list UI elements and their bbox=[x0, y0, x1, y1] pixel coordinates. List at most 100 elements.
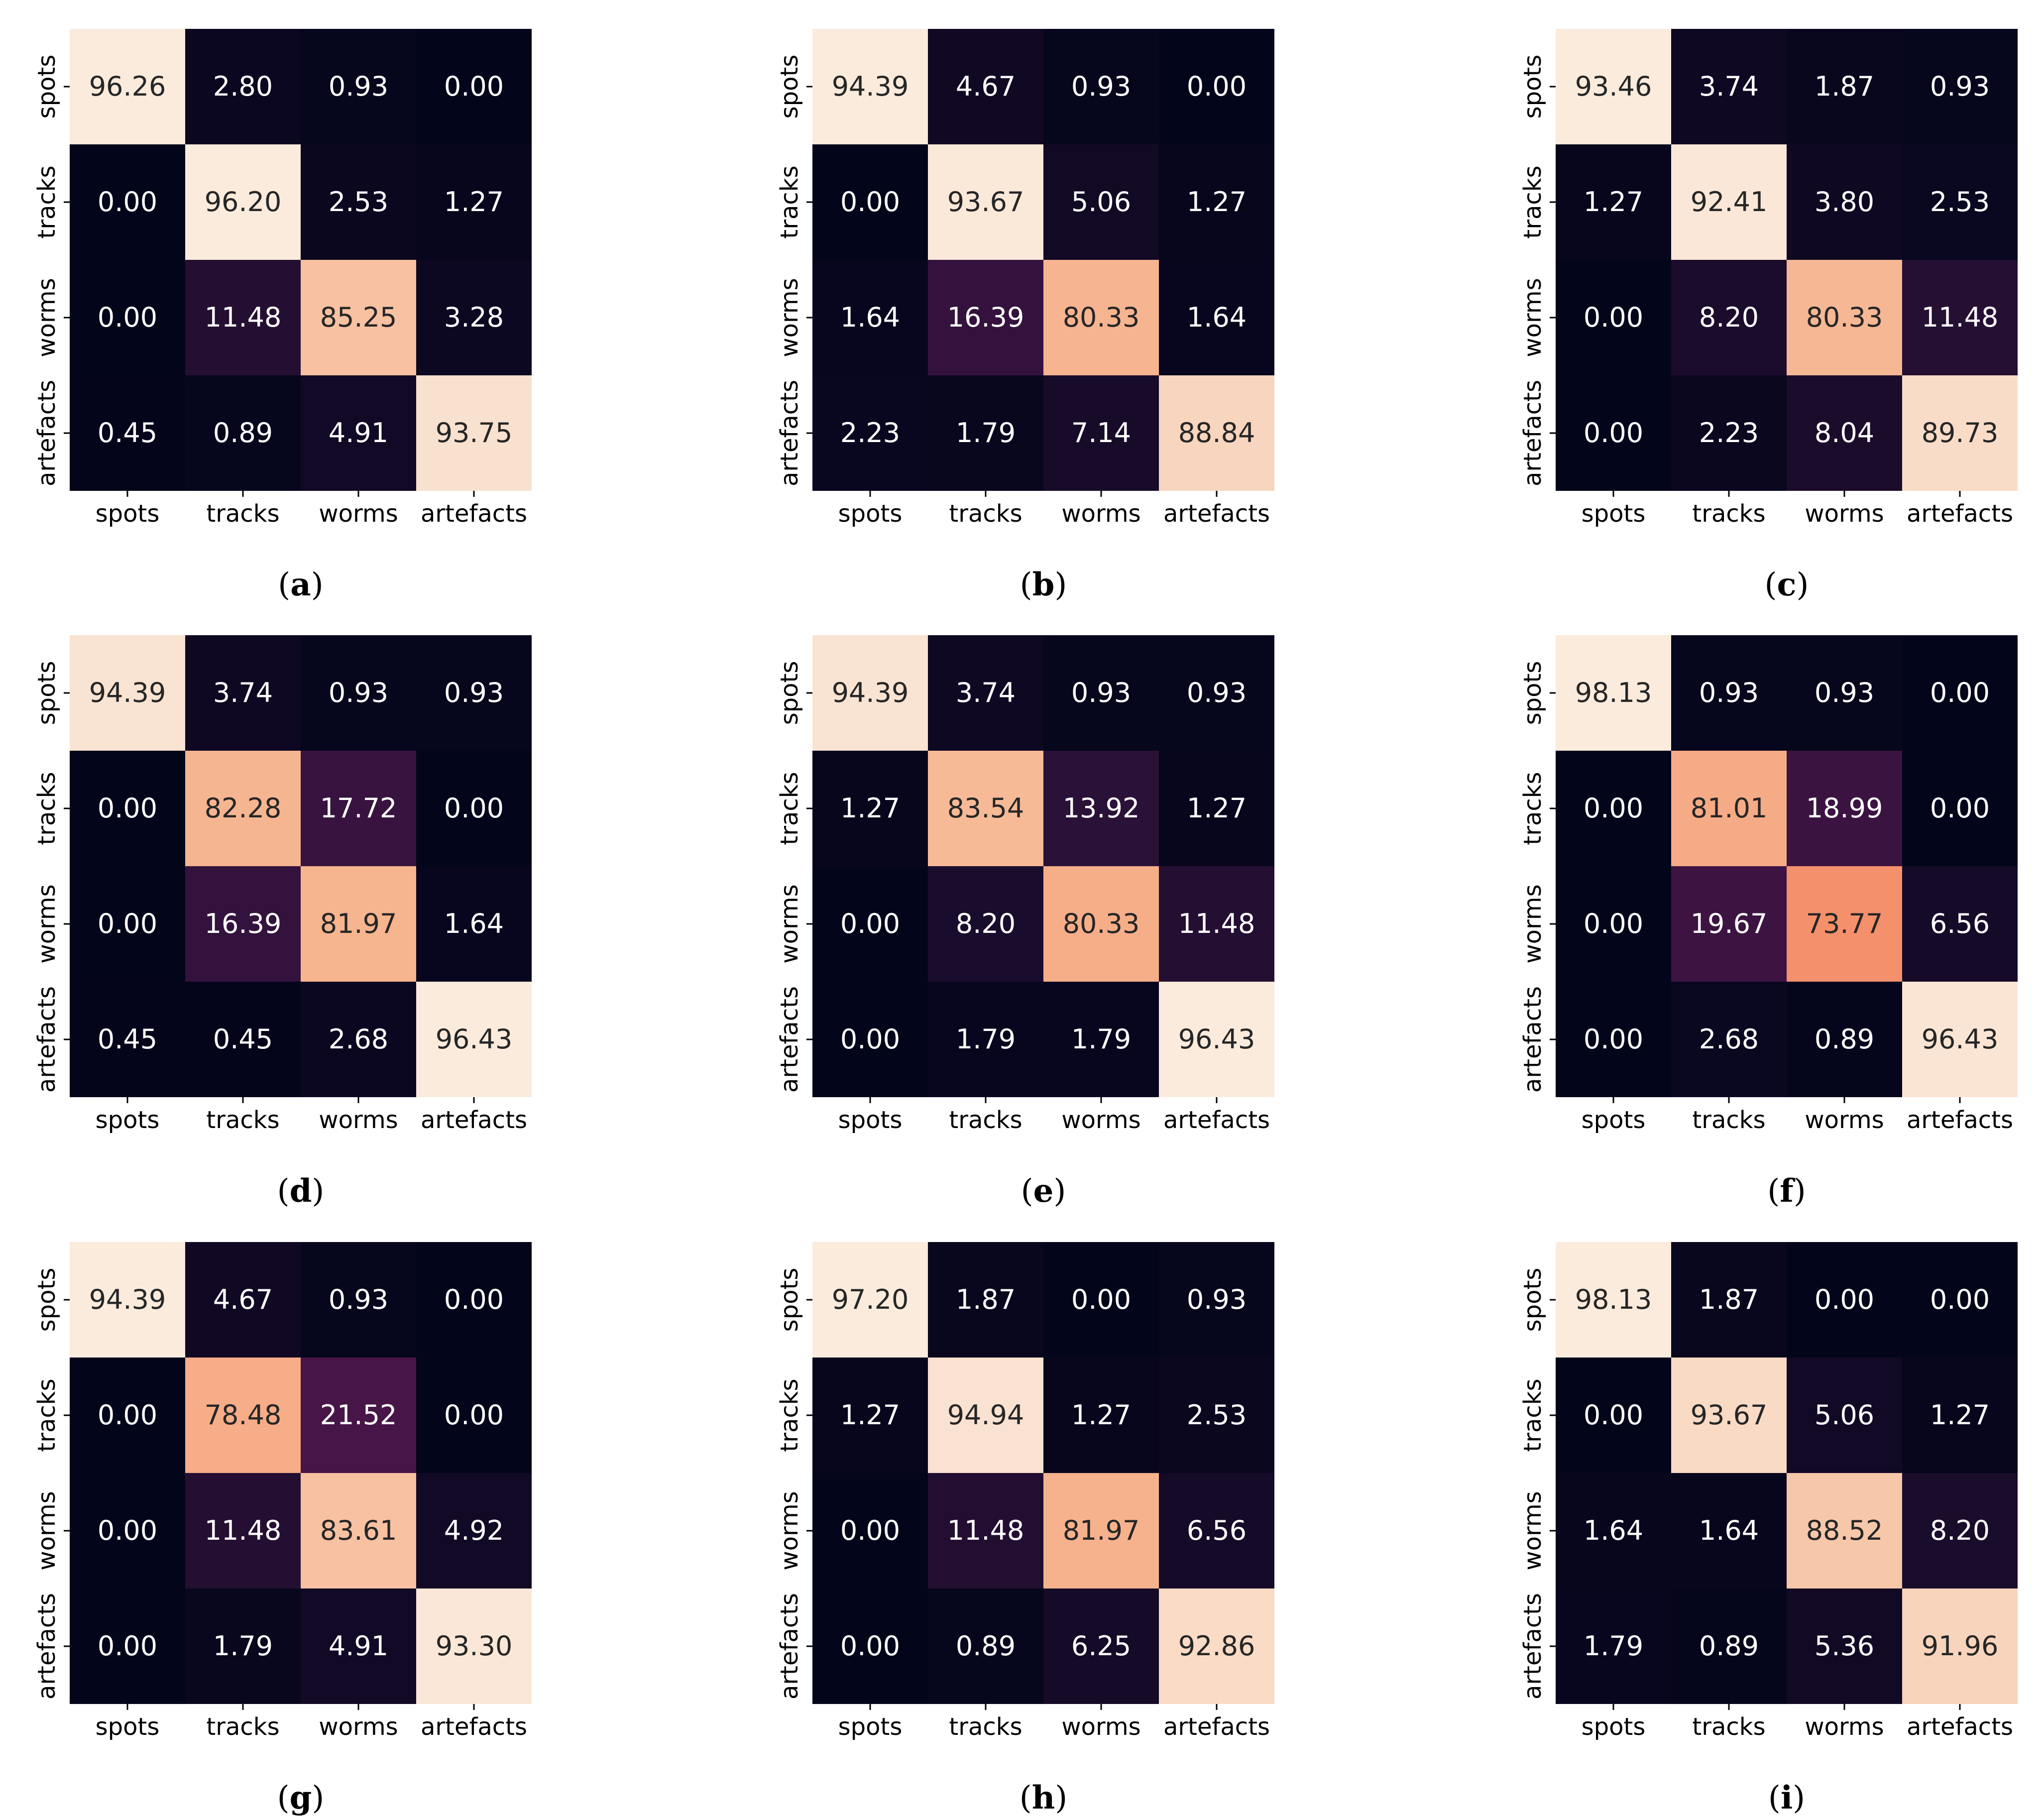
heatmap-cell-g-r2c3 bbox=[416, 1473, 532, 1589]
panel-caption: (f) bbox=[1767, 1172, 1806, 1210]
cell-value-label: 4.67 bbox=[956, 71, 1016, 102]
cell-value-label: 2.23 bbox=[1699, 417, 1759, 449]
cell-value-label: 17.72 bbox=[320, 793, 397, 824]
cell-value-label: 21.52 bbox=[320, 1399, 397, 1431]
heatmap-cell-a-r2c3 bbox=[416, 260, 532, 375]
y-tick-label: artefacts bbox=[33, 986, 61, 1093]
heatmap-cell-g-r0c2 bbox=[301, 1242, 416, 1358]
heatmap-cell-a-r1c0 bbox=[70, 144, 185, 260]
heatmap-cell-f-r3c2 bbox=[1787, 982, 1902, 1097]
cell-value-label: 16.39 bbox=[205, 908, 282, 939]
y-tick-label: spots bbox=[33, 661, 61, 725]
heatmap-cell-f-r1c0 bbox=[1556, 751, 1671, 866]
cell-value-label: 1.27 bbox=[840, 793, 900, 824]
heatmap-cell-h-r1c3 bbox=[1159, 1358, 1274, 1473]
heatmap-cell-b-r1c0 bbox=[812, 144, 928, 260]
cell-value-label: 94.39 bbox=[832, 677, 909, 708]
heatmap-cell-h-r0c2 bbox=[1043, 1242, 1159, 1358]
heatmap-cell-d-r1c1 bbox=[185, 751, 301, 866]
heatmap-cell-h-r3c1 bbox=[928, 1589, 1043, 1704]
cell-value-label: 0.00 bbox=[444, 1399, 504, 1431]
y-tick-label: artefacts bbox=[776, 986, 803, 1093]
heatmap-cell-g-r3c3 bbox=[416, 1589, 532, 1704]
x-tick-label: artefacts bbox=[421, 500, 527, 528]
heatmap-cell-g-r0c0 bbox=[70, 1242, 185, 1358]
heatmap-cell-f-r0c0 bbox=[1556, 635, 1671, 751]
cell-value-label: 4.91 bbox=[329, 1630, 388, 1662]
heatmap-cell-d-r0c0 bbox=[70, 635, 185, 751]
heatmap-cell-d-r0c2 bbox=[301, 635, 416, 751]
x-tick-label: worms bbox=[319, 1713, 398, 1741]
cell-value-label: 0.00 bbox=[444, 793, 504, 824]
heatmap-cell-a-r0c1 bbox=[185, 29, 301, 144]
y-tick-label: worms bbox=[1519, 1491, 1547, 1570]
cell-value-label: 1.27 bbox=[444, 186, 504, 218]
heatmap-cell-c-r1c2 bbox=[1787, 144, 1902, 260]
x-tick-label: worms bbox=[1805, 1713, 1884, 1741]
y-tick-label: artefacts bbox=[1519, 1593, 1547, 1700]
heatmap-cell-i-r3c2 bbox=[1787, 1589, 1902, 1704]
y-tick-label: worms bbox=[1519, 884, 1547, 963]
heatmap-cell-i-r2c0 bbox=[1556, 1473, 1671, 1589]
heatmap-cell-c-r3c2 bbox=[1787, 375, 1902, 491]
cell-value-label: 81.01 bbox=[1691, 793, 1768, 824]
cell-value-label: 80.33 bbox=[1063, 302, 1140, 333]
heatmap-cell-g-r1c0 bbox=[70, 1358, 185, 1473]
heatmap-cell-i-r0c1 bbox=[1671, 1242, 1787, 1358]
cell-value-label: 1.27 bbox=[840, 1399, 900, 1431]
y-tick-label: tracks bbox=[776, 165, 803, 238]
heatmap-cell-g-r3c2 bbox=[301, 1589, 416, 1704]
cell-value-label: 93.30 bbox=[436, 1630, 513, 1662]
y-tick-label: tracks bbox=[776, 1378, 803, 1452]
y-tick-label: tracks bbox=[33, 772, 61, 845]
cell-value-label: 1.27 bbox=[1187, 186, 1247, 218]
heatmap-cell-c-r2c0 bbox=[1556, 260, 1671, 375]
cell-value-label: 7.14 bbox=[1071, 417, 1131, 449]
x-tick-label: artefacts bbox=[421, 1106, 527, 1134]
cell-value-label: 0.00 bbox=[444, 1284, 504, 1315]
cell-value-label: 11.48 bbox=[205, 302, 282, 333]
x-tick-label: worms bbox=[1061, 1713, 1140, 1741]
y-tick-label: tracks bbox=[33, 1378, 61, 1452]
heatmap-cell-h-r3c0 bbox=[812, 1589, 928, 1704]
y-tick-label: spots bbox=[1519, 661, 1547, 725]
cell-value-label: 5.36 bbox=[1815, 1630, 1874, 1662]
cell-value-label: 92.86 bbox=[1178, 1630, 1255, 1662]
heatmap-cell-i-r1c0 bbox=[1556, 1358, 1671, 1473]
heatmap-cell-e-r3c3 bbox=[1159, 982, 1274, 1097]
heatmap-cell-h-r3c3 bbox=[1159, 1589, 1274, 1704]
cell-value-label: 0.93 bbox=[1930, 71, 1990, 102]
cell-value-label: 97.20 bbox=[832, 1284, 909, 1315]
heatmap-cell-i-r3c1 bbox=[1671, 1589, 1787, 1704]
y-tick-label: artefacts bbox=[776, 1593, 803, 1700]
cell-value-label: 73.77 bbox=[1806, 908, 1883, 939]
cell-value-label: 4.92 bbox=[444, 1515, 504, 1546]
heatmap-cell-h-r1c1 bbox=[928, 1358, 1043, 1473]
heatmap-cell-d-r3c2 bbox=[301, 982, 416, 1097]
cell-value-label: 5.06 bbox=[1815, 1399, 1874, 1431]
x-tick-label: tracks bbox=[206, 500, 279, 528]
heatmap-cell-b-r2c0 bbox=[812, 260, 928, 375]
cell-value-label: 0.89 bbox=[1699, 1630, 1759, 1662]
heatmap-cell-e-r1c1 bbox=[928, 751, 1043, 866]
cell-value-label: 82.28 bbox=[205, 793, 282, 824]
cell-value-label: 3.74 bbox=[956, 677, 1016, 708]
cell-value-label: 0.00 bbox=[98, 908, 157, 939]
heatmap-cell-b-r3c0 bbox=[812, 375, 928, 491]
cell-value-label: 0.00 bbox=[1584, 908, 1643, 939]
heatmap-cell-i-r2c1 bbox=[1671, 1473, 1787, 1589]
x-tick-label: artefacts bbox=[1907, 1713, 2013, 1741]
cell-value-label: 96.20 bbox=[205, 186, 282, 218]
x-tick-label: worms bbox=[1061, 1106, 1140, 1134]
y-tick-label: tracks bbox=[1519, 1378, 1547, 1452]
cell-value-label: 0.00 bbox=[444, 71, 504, 102]
cell-value-label: 1.27 bbox=[1187, 793, 1247, 824]
y-tick-label: worms bbox=[776, 1491, 803, 1570]
heatmap-cell-f-r3c3 bbox=[1902, 982, 2018, 1097]
cell-value-label: 2.53 bbox=[329, 186, 388, 218]
heatmap-cell-f-r3c0 bbox=[1556, 982, 1671, 1097]
x-tick-label: tracks bbox=[949, 1106, 1022, 1134]
heatmap-panel-e: 94.39 3.74 0.93 0.93 1.27 83.54 13.92 1.27 0.00 8… bbox=[776, 635, 1274, 1210]
heatmap-cell-c-r1c0 bbox=[1556, 144, 1671, 260]
heatmap-cell-b-r0c3 bbox=[1159, 29, 1274, 144]
